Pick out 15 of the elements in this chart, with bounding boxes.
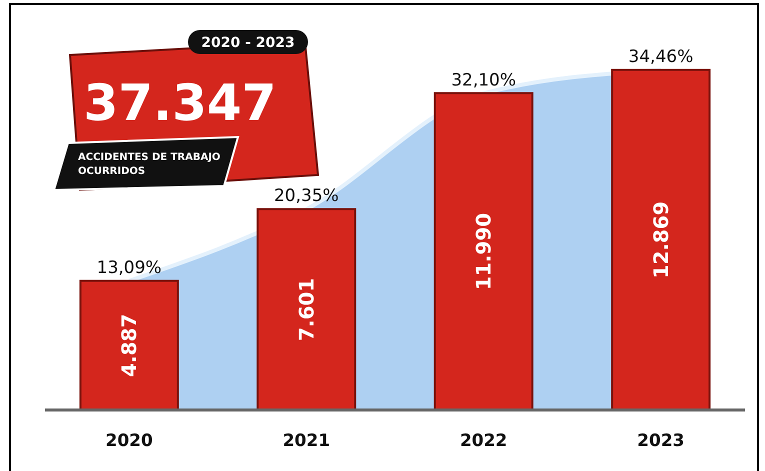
data-label: 12.869 [648,201,673,279]
annotation: 37.347 [84,74,276,132]
data-label: 32,10% [451,70,516,90]
x-tick-label: 2020 [106,431,153,451]
x-tick-label: 2023 [637,431,684,451]
x-tick-label: 2022 [460,431,508,451]
x-tick-label: 2021 [282,431,330,451]
data-label: 20,35% [274,186,339,206]
data-label: 4.887 [117,314,142,378]
annotation: ACCIDENTES DE TRABAJO OCURRIDOS [78,152,220,177]
data-label: 7.601 [294,278,318,342]
data-label: 11.990 [472,212,496,290]
data-label: 13,09% [96,258,162,278]
data-label: 34,46% [628,46,694,67]
annotation: 2020 - 2023 [201,35,295,51]
